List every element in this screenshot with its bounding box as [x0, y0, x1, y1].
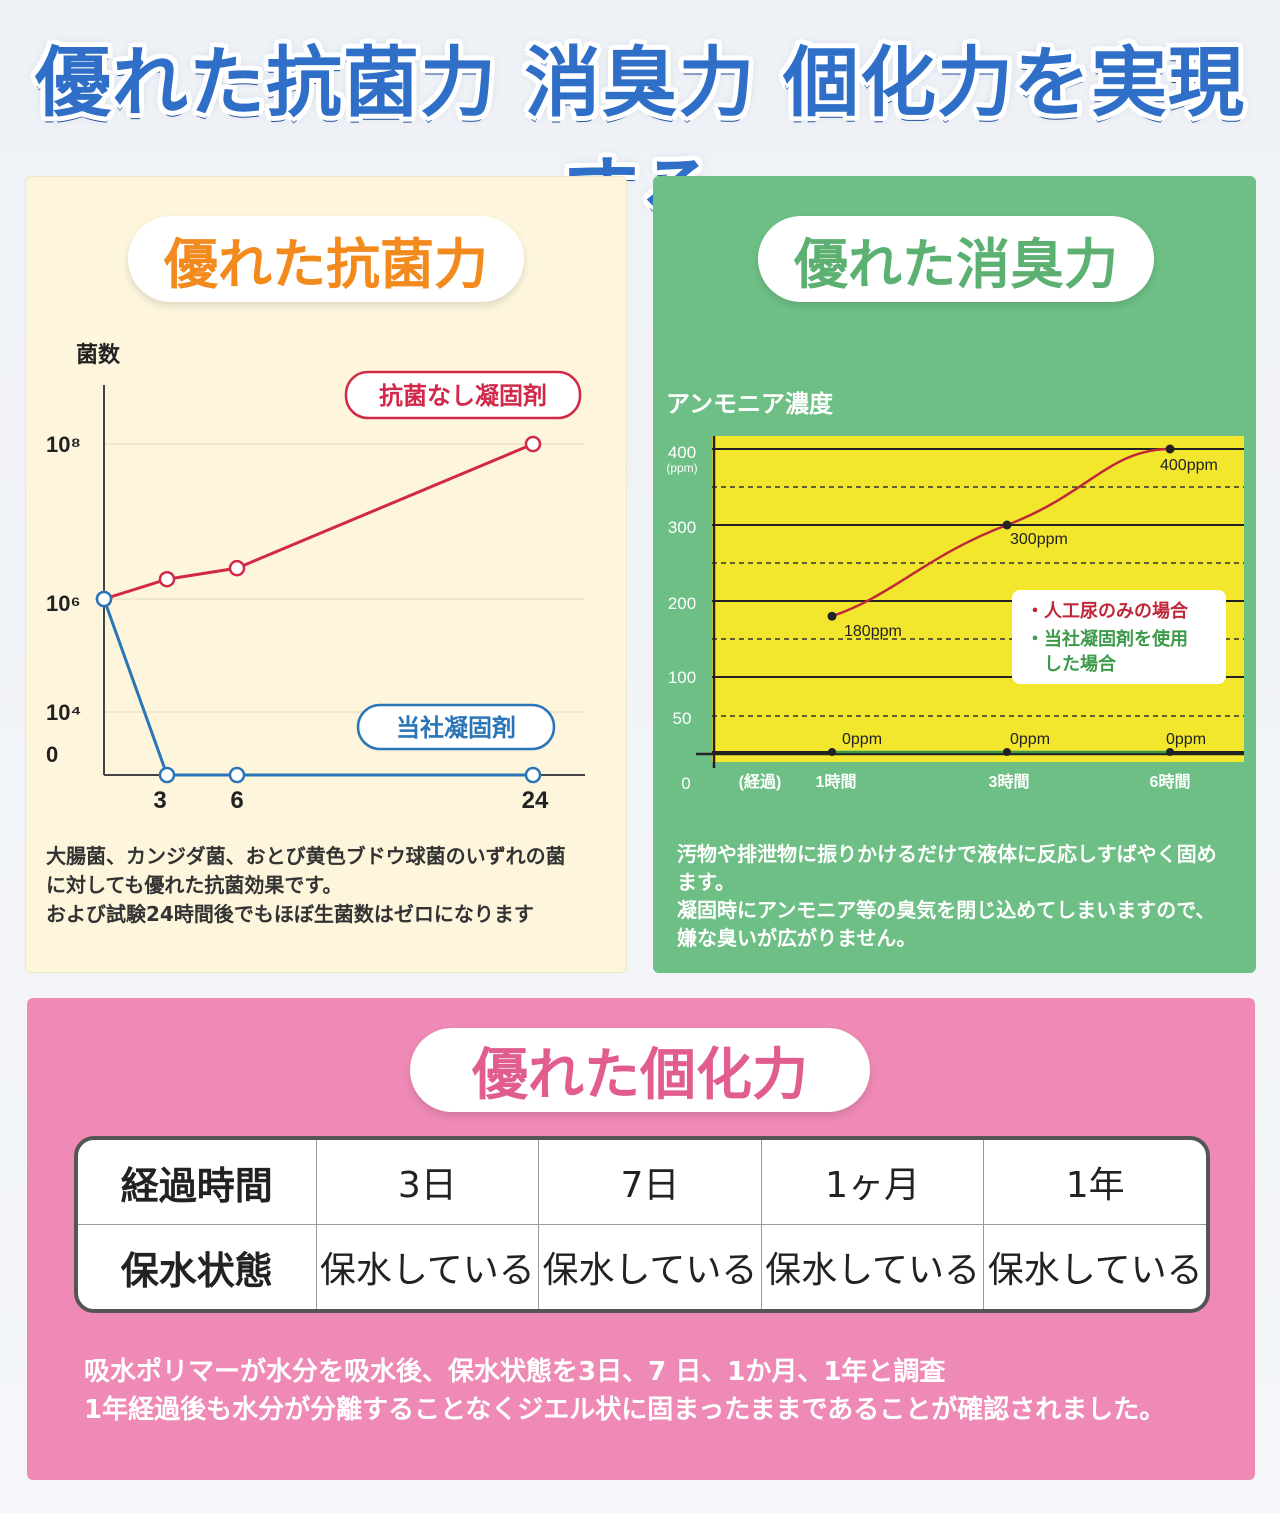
- y-tick-label: 10⁸: [46, 432, 81, 457]
- data-label: 0ppm: [1010, 731, 1050, 748]
- description-line: 1年経過後も水分が分離することなくジエル状に固まったままであることが確認されまし…: [84, 1395, 1166, 1425]
- y-tick-label: 10⁶: [46, 591, 81, 616]
- y-tick-label: 300: [668, 518, 696, 537]
- legend-entry: ・当社凝固剤を使用: [1026, 628, 1188, 649]
- table-cell: 経過時間: [78, 1140, 317, 1225]
- x-tick-label: 6時間: [1150, 772, 1191, 791]
- y-unit-label: (ppm): [666, 461, 697, 475]
- series-label: 抗菌なし凝固剤: [379, 382, 547, 410]
- x-tick-label: 1時間: [816, 772, 857, 791]
- x-tick-label: 24: [522, 787, 549, 814]
- y-tick-label: 200: [668, 594, 696, 613]
- series-line-no-antibacterial: [103, 442, 534, 601]
- data-point: [1002, 520, 1012, 530]
- data-point: [827, 611, 837, 621]
- x-tick-label: (経過): [739, 772, 782, 791]
- table-row: 保水状態 保水している 保水している 保水している 保水している: [78, 1224, 1206, 1309]
- description-line: 凝固時にアンモニア等の臭気を閉じ込めてしまいますので、: [677, 898, 1216, 922]
- y-tick-label: 400: [668, 443, 696, 462]
- data-point: [228, 559, 246, 577]
- x-tick-label: 3時間: [989, 772, 1030, 791]
- description-line: 吸水ポリマーが水分を吸水後、保水状態を3日、7 日、1か月、1年と調査: [84, 1357, 946, 1387]
- table-cell: 保水している: [315, 1224, 540, 1309]
- y-tick-label: 10⁴: [46, 700, 81, 725]
- antibacterial-description: 大腸菌、カンジダ菌、おとび黄色ブドウ球菌のいずれの菌 に対しても優れた抗菌効果で…: [46, 842, 616, 929]
- data-point: [1166, 748, 1174, 756]
- solidifying-title: 優れた個化力: [410, 1028, 870, 1112]
- x-tick-label: 3: [153, 787, 166, 814]
- table-cell: 保水している: [983, 1224, 1206, 1309]
- antibacterial-title: 優れた抗菌力: [128, 216, 524, 302]
- solidifying-description: 吸水ポリマーが水分を吸水後、保水状態を3日、7 日、1か月、1年と調査 1年経過…: [84, 1353, 1244, 1429]
- data-point: [228, 766, 246, 784]
- y-tick-label: 0: [681, 774, 690, 793]
- y-tick-label: 100: [668, 668, 696, 687]
- data-label: 0ppm: [1166, 731, 1206, 748]
- x-tick-label: 6: [230, 787, 243, 814]
- description-line: に対しても優れた抗菌効果です。: [46, 873, 343, 897]
- data-label: 0ppm: [842, 731, 882, 748]
- table-cell: 7日: [538, 1140, 762, 1225]
- legend-entry: ・人工尿のみの場合: [1026, 600, 1189, 621]
- series-line-our-coagulant: [102, 598, 533, 777]
- description-line: ます。: [677, 870, 735, 894]
- data-point: [1165, 444, 1175, 454]
- y-axis-label: 菌数: [76, 342, 121, 367]
- description-line: 嫌な臭いが広がりません。: [677, 926, 917, 950]
- table-cell: 1ヶ月: [760, 1140, 985, 1225]
- data-point: [1003, 748, 1011, 756]
- data-point: [828, 748, 836, 756]
- data-point: [95, 590, 113, 608]
- data-label: 300ppm: [1010, 531, 1068, 548]
- data-label: 180ppm: [844, 623, 902, 640]
- table-cell: 保水している: [760, 1224, 985, 1309]
- antibacterial-panel: [25, 176, 627, 973]
- chart-title: アンモニア濃度: [666, 390, 834, 418]
- legend-entry: した場合: [1044, 653, 1117, 674]
- data-point: [524, 766, 542, 784]
- table-cell: 3日: [315, 1140, 540, 1225]
- series-label-box: [356, 703, 556, 751]
- table-cell: 保水状態: [78, 1224, 317, 1309]
- y-tick-label: 0: [46, 742, 58, 767]
- series-label: 当社凝固剤: [396, 714, 516, 742]
- data-point: [158, 570, 176, 588]
- deodorant-title: 優れた消臭力: [758, 216, 1154, 302]
- data-label: 400ppm: [1160, 457, 1218, 474]
- data-point: [524, 435, 542, 453]
- table-cell: 1年: [983, 1140, 1206, 1225]
- water-retention-table: 経過時間 3日 7日 1ヶ月 1年 保水状態 保水している 保水している 保水し…: [74, 1136, 1210, 1313]
- description-line: および試験24時間後でもほぼ生菌数はゼロになります: [46, 902, 534, 926]
- description-line: 汚物や排泄物に振りかけるだけで液体に反応しすばやく固め: [677, 842, 1217, 866]
- legend-box: [1012, 590, 1226, 684]
- data-point: [158, 766, 176, 784]
- table-cell: 保水している: [538, 1224, 762, 1309]
- deodorant-description: 汚物や排泄物に振りかけるだけで液体に反応しすばやく固め ます。 凝固時にアンモニ…: [677, 840, 1243, 952]
- table-row: 経過時間 3日 7日 1ヶ月 1年: [78, 1140, 1206, 1225]
- y-tick-label: 50: [673, 709, 692, 728]
- description-line: 大腸菌、カンジダ菌、おとび黄色ブドウ球菌のいずれの菌: [46, 844, 566, 868]
- series-label-box: [344, 370, 582, 420]
